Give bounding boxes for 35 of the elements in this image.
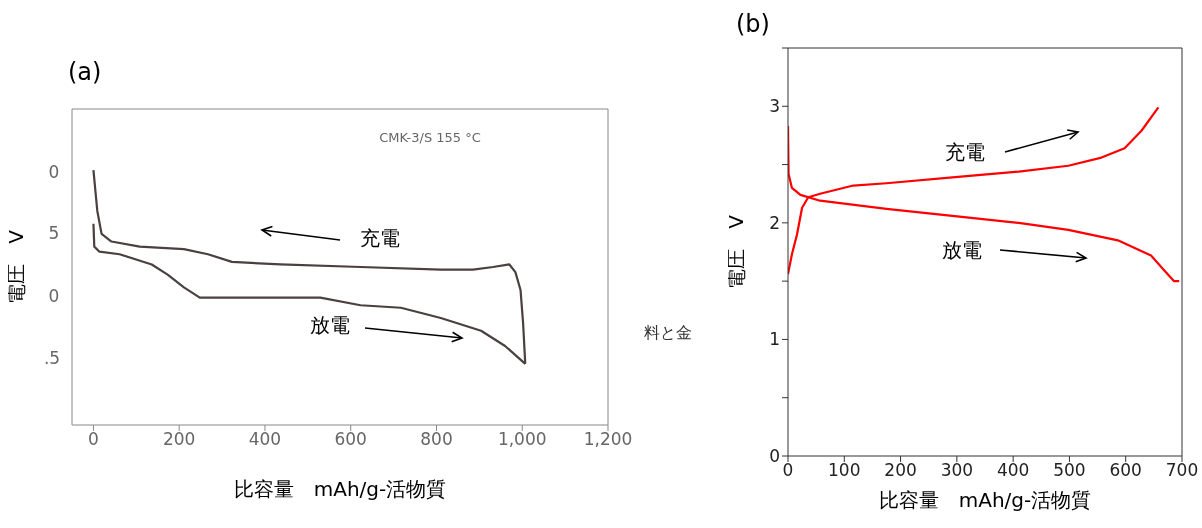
x-tick-label: 600 xyxy=(334,429,367,450)
chart-title: (b) xyxy=(736,10,770,38)
x-axis-title: 比容量 mAh/g-活物質 xyxy=(233,477,447,501)
x-tick-label: 0 xyxy=(88,429,99,450)
chart-title: (a) xyxy=(68,58,102,86)
x-tick-label: 200 xyxy=(162,429,196,450)
x-tick-label: 700 xyxy=(1165,460,1199,481)
x-tick-label: 300 xyxy=(940,460,974,481)
text: 5 xyxy=(48,223,60,243)
annotation: 放電 xyxy=(310,311,350,339)
x-tick-label: 1,200 xyxy=(583,429,633,450)
x-tick-label: 400 xyxy=(996,460,1030,481)
text: 料と金 xyxy=(644,322,692,344)
y-tick-label: 3 xyxy=(769,96,780,117)
y-axis-title: 電圧 V xyxy=(4,229,29,304)
x-axis-title: 比容量 mAh/g-活物質 xyxy=(878,488,1092,512)
annotation: 充電 xyxy=(945,138,985,166)
text: CMK-3/S 155 °C xyxy=(379,129,481,145)
x-tick-label: 600 xyxy=(1109,460,1142,481)
text: 0 xyxy=(48,162,60,182)
x-tick-label: 200 xyxy=(884,460,917,481)
x-tick-label: 1,000 xyxy=(497,429,547,450)
text: 0 xyxy=(48,286,60,306)
y-tick-label: 2 xyxy=(769,212,780,233)
annotation: 充電 xyxy=(360,224,400,252)
text: .5 xyxy=(43,348,61,368)
x-tick-label: 500 xyxy=(1053,460,1086,481)
y-axis-title: 電圧 V xyxy=(724,214,749,289)
y-tick-label: 1 xyxy=(769,329,780,350)
annotation: 放電 xyxy=(942,236,982,264)
x-tick-label: 100 xyxy=(828,460,861,481)
y-tick-label: 0 xyxy=(769,446,780,467)
x-tick-label: 400 xyxy=(248,429,282,450)
x-tick-label: 0 xyxy=(782,460,794,481)
x-tick-label: 800 xyxy=(420,429,453,450)
